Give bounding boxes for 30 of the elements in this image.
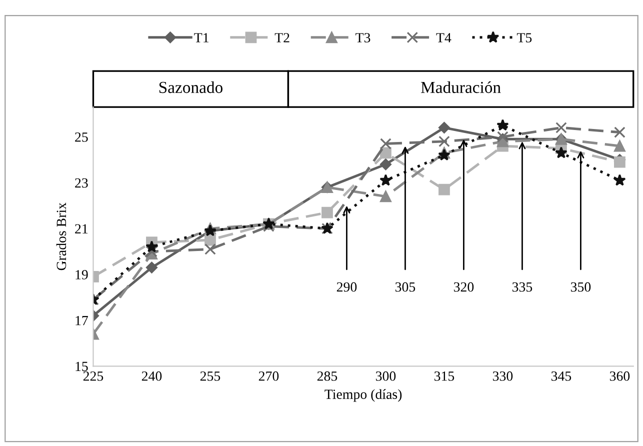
- x-tick-label: 240: [142, 371, 162, 381]
- y-tick-label: 23: [75, 178, 88, 188]
- x-tick-label: 360: [610, 371, 630, 381]
- legend-label: T5: [516, 33, 532, 42]
- y-tick-label: 15: [76, 362, 88, 372]
- annotation: 350: [570, 282, 591, 292]
- x-tick-label: 225: [83, 371, 104, 381]
- legend-label: T2: [274, 33, 290, 42]
- annotation: 320: [454, 282, 474, 292]
- x-tick-label: 315: [434, 371, 454, 381]
- x-tick-label: 300: [376, 371, 396, 381]
- annotation: 290: [336, 282, 357, 292]
- y-tick-label: 19: [76, 270, 88, 280]
- legend-label: T3: [356, 33, 370, 42]
- annotation: 335: [512, 282, 532, 292]
- y-tick-label: 25: [75, 132, 88, 142]
- x-tick-label: 330: [492, 371, 513, 381]
- x-tick-label: 345: [551, 371, 572, 381]
- y-tick-label: 17: [76, 316, 88, 326]
- y-tick-label: 21: [75, 224, 88, 234]
- annotation: 305: [395, 282, 416, 292]
- legend-label: T1: [194, 33, 208, 42]
- text: Maduración: [421, 81, 501, 94]
- x-tick-label: 255: [200, 371, 220, 381]
- y-axis-title: Grados Brix: [56, 202, 66, 270]
- text: Sazonado: [159, 81, 222, 94]
- x-axis-title: Tiempo (días): [324, 389, 402, 402]
- legend-label: T4: [436, 33, 452, 42]
- x-tick-label: 270: [258, 371, 279, 381]
- x-tick-label: 285: [317, 371, 338, 381]
